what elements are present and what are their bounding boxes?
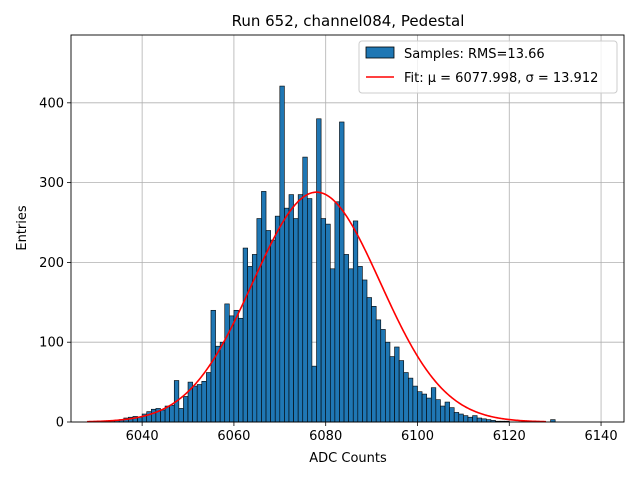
histogram-bar xyxy=(325,223,331,423)
histogram-bar xyxy=(476,417,483,423)
histogram-bar xyxy=(201,381,207,423)
legend-bars-swatch xyxy=(365,46,395,59)
histogram-bar xyxy=(288,194,294,423)
histogram-bar xyxy=(352,220,359,423)
x-axis-label: ADC Counts xyxy=(309,451,387,466)
histogram-bar xyxy=(412,385,418,423)
x-tick-label: 6140 xyxy=(585,429,618,444)
histogram-bar xyxy=(463,415,469,423)
y-tick-label: 400 xyxy=(39,96,64,111)
histogram-bar xyxy=(385,341,391,423)
histogram-bar xyxy=(311,365,317,423)
histogram-bar xyxy=(242,247,248,423)
x-tick-label: 6060 xyxy=(217,429,250,444)
y-axis-label: Entries xyxy=(15,205,30,251)
histogram-bar xyxy=(160,409,166,423)
histogram-bar xyxy=(472,415,478,423)
histogram-bar xyxy=(284,207,290,423)
y-tick-label: 0 xyxy=(56,416,64,431)
chart-title: Run 652, channel084, Pedestal xyxy=(232,12,465,30)
histogram-bar xyxy=(467,416,473,423)
histogram-bar xyxy=(307,198,313,423)
histogram-bar xyxy=(256,218,262,423)
histogram-bar xyxy=(316,118,322,423)
histogram-bar xyxy=(430,387,437,423)
histogram-bar xyxy=(206,372,212,423)
histogram-bar xyxy=(380,329,386,423)
histogram-bar xyxy=(151,408,157,423)
histogram-bar xyxy=(293,218,299,423)
histogram-bar xyxy=(297,194,304,423)
histogram-bar xyxy=(417,391,423,423)
histogram-bar xyxy=(219,341,226,423)
histogram-bar xyxy=(453,412,460,423)
histogram-bar xyxy=(279,85,285,423)
histogram-bar xyxy=(261,191,267,423)
histogram-bar xyxy=(362,279,368,423)
histogram-bar xyxy=(444,401,450,423)
histogram-bar xyxy=(343,254,349,423)
histogram-bar xyxy=(146,411,152,423)
histogram-bar xyxy=(426,397,432,423)
histogram-bar xyxy=(366,297,372,423)
histogram-bar xyxy=(371,305,377,423)
histogram-bar xyxy=(196,384,203,423)
histogram-bar xyxy=(169,404,175,423)
y-tick-label: 300 xyxy=(39,176,64,191)
axis-ticks: 6040 6060 6080 6100 6120 6140 0 100 200 300 400 xyxy=(39,96,617,444)
histogram-bar xyxy=(224,303,230,423)
histogram-bar xyxy=(458,413,464,423)
histogram-bar xyxy=(270,239,276,423)
histogram-bar xyxy=(435,399,441,423)
y-tick-label: 100 xyxy=(39,336,64,351)
x-tick-label: 6040 xyxy=(126,429,159,444)
histogram-bar xyxy=(403,372,409,423)
histogram-bar xyxy=(394,346,400,423)
histogram-bar xyxy=(449,407,455,423)
plot-frame xyxy=(70,34,625,423)
histogram-bar xyxy=(334,201,340,423)
histogram-bar xyxy=(421,393,427,423)
histogram-bar xyxy=(348,268,354,423)
histogram-bar xyxy=(233,309,239,423)
histogram-bar xyxy=(178,408,184,423)
legend: Samples: RMS=13.66 Fit: μ = 6077.998, σ … xyxy=(358,40,618,94)
histogram-bar xyxy=(265,230,271,423)
histogram-bar xyxy=(329,268,336,423)
y-tick-label: 200 xyxy=(39,256,64,271)
x-tick-label: 6080 xyxy=(309,429,342,444)
histogram-bar xyxy=(375,319,382,423)
legend-label-samples: Samples: RMS=13.66 xyxy=(404,47,545,62)
histogram-bar xyxy=(215,345,221,423)
legend-box xyxy=(358,40,618,94)
histogram-bar xyxy=(320,218,327,423)
histogram-bar xyxy=(440,405,446,423)
histogram-bars xyxy=(100,85,556,423)
x-tick-label: 6120 xyxy=(493,429,526,444)
histogram-bar xyxy=(408,377,414,423)
histogram-bar xyxy=(389,356,395,423)
x-tick-label: 6100 xyxy=(401,429,434,444)
histogram-bar xyxy=(398,360,405,423)
histogram-bar xyxy=(357,266,363,423)
histogram-bar xyxy=(192,385,198,423)
histogram-bar xyxy=(274,215,281,423)
histogram-bar xyxy=(183,396,189,423)
histogram-bar xyxy=(238,317,244,423)
fit-curve xyxy=(87,191,546,423)
legend-label-fit: Fit: μ = 6077.998, σ = 13.912 xyxy=(404,71,598,86)
histogram-bar xyxy=(339,121,345,423)
histogram-bar xyxy=(210,309,216,423)
histogram-bar xyxy=(481,418,487,423)
